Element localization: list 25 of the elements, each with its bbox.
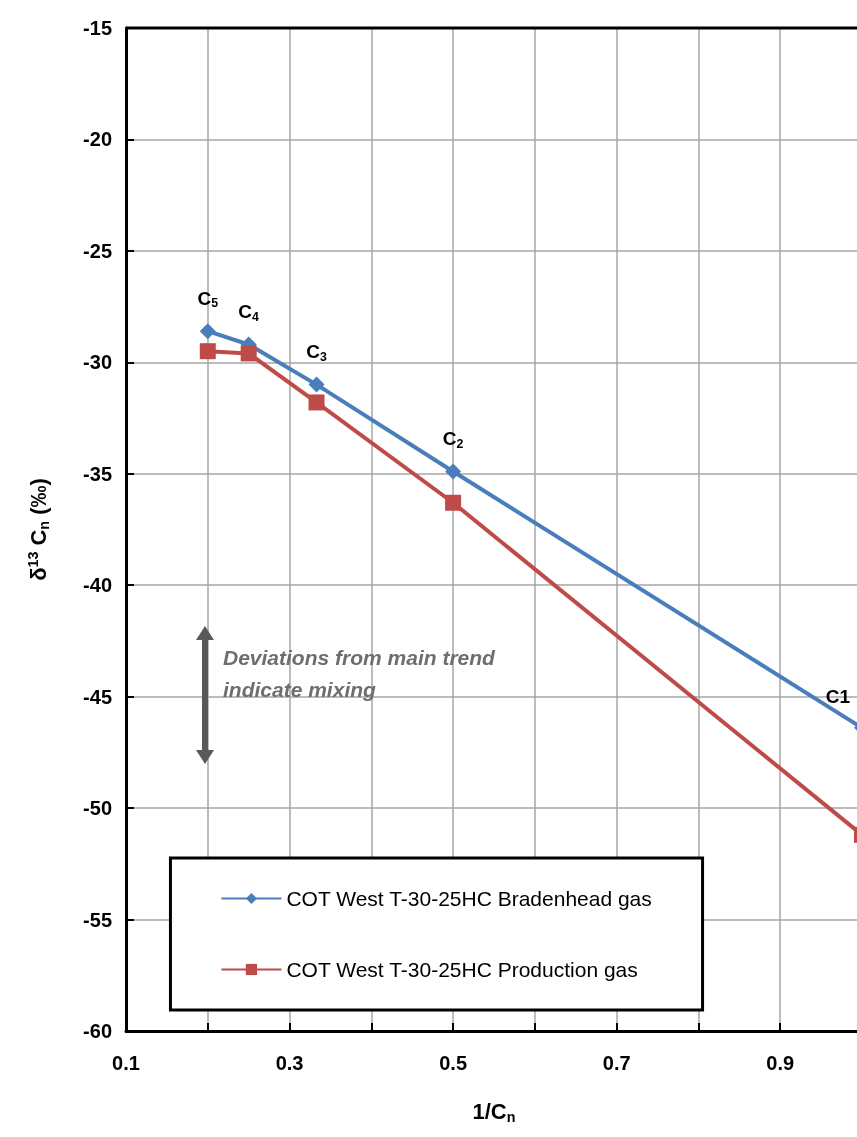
- legend-label: COT West T-30-25HC Bradenhead gas: [286, 887, 652, 910]
- y-tick-label: -15: [83, 17, 112, 39]
- y-tick-label: -55: [83, 908, 112, 931]
- annotation: C1: [825, 685, 851, 707]
- x-tick-label: 0.7: [602, 1052, 631, 1074]
- point: [308, 376, 325, 393]
- y-tick-label: -60: [83, 1020, 112, 1042]
- y-tick-label: -25: [83, 239, 112, 262]
- x-tick-label: 0.9: [766, 1052, 795, 1074]
- point: [308, 394, 325, 411]
- y-tick-label: -35: [83, 462, 112, 485]
- y-tick-label: -30: [83, 351, 112, 374]
- point: [240, 345, 257, 362]
- point: [199, 343, 216, 360]
- point: [199, 323, 216, 340]
- y-tick-label: -20: [83, 128, 112, 151]
- x-tick-label: 0.5: [439, 1052, 468, 1074]
- y-tick-label: -45: [83, 685, 112, 708]
- x-tick-label: 0.1: [112, 1052, 140, 1074]
- y-tick-label: -50: [83, 797, 112, 820]
- y-axis-title: δ13 Cn (‰): [25, 478, 52, 581]
- y-tick-label: -40: [83, 574, 112, 597]
- x-tick-label: 0.3: [275, 1052, 304, 1074]
- legend-label: COT West T-30-25HC Production gas: [286, 958, 638, 981]
- annotation: Deviations from main trend indicate mixing: [223, 645, 501, 701]
